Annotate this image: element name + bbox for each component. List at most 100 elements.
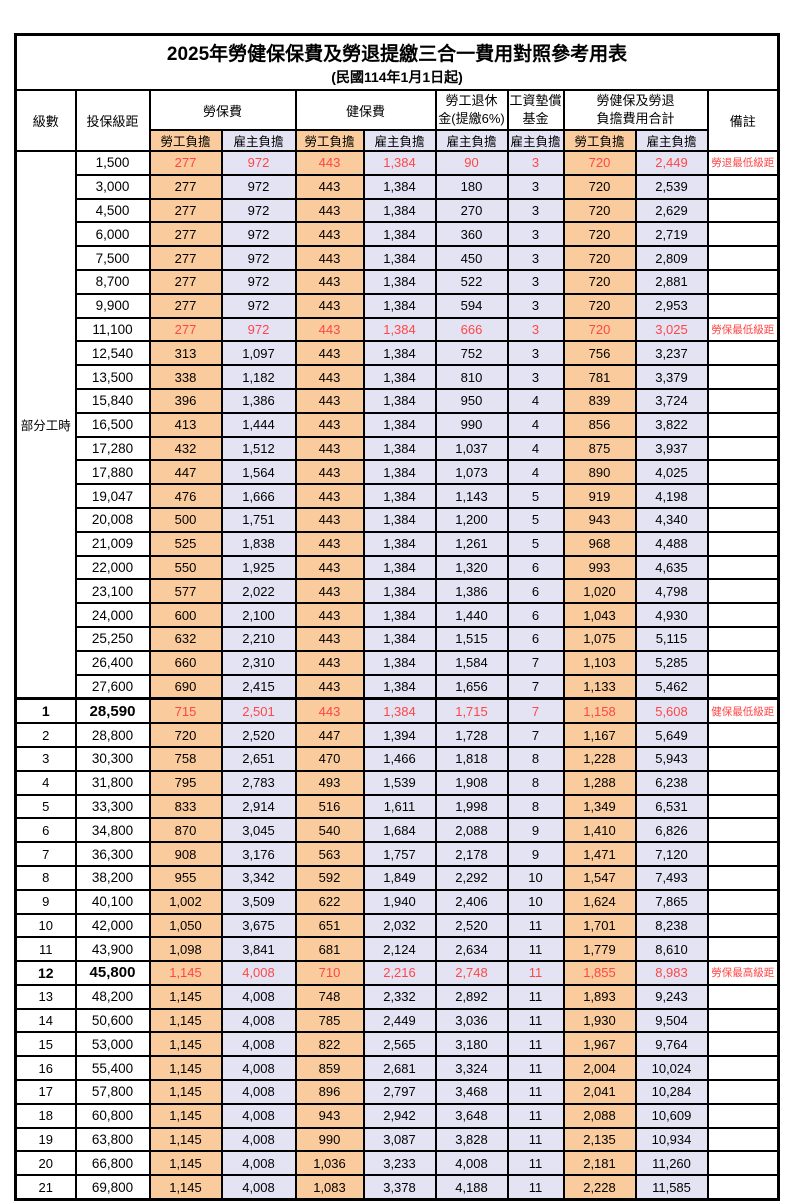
cell-total-employer: 2,953 (634, 292, 709, 319)
cell-labor-insurance-employer: 1,386 (220, 387, 297, 414)
cell-labor-insurance-employer: 4,008 (220, 960, 297, 986)
cell-note: 勞保最高級距 (706, 960, 780, 986)
cell-health-insurance-employee: 859 (294, 1055, 365, 1082)
cell-health-insurance-employer: 1,940 (362, 888, 437, 915)
cell-insured-salary: 27,600 (74, 673, 151, 700)
cell-insured-salary: 66,800 (74, 1150, 151, 1177)
table-row: 9 40,100 1,002 3,509 622 1,940 2,406 10 1,624 7,8… (14, 888, 780, 915)
cell-health-insurance-employee: 443 (294, 387, 365, 414)
cell-wage-arrears-fund-employer: 11 (506, 1126, 565, 1153)
cell-note (706, 841, 780, 867)
cell-health-insurance-employer: 1,384 (362, 197, 437, 224)
table-row: 23,100 577 2,022 443 1,384 1,386 6 1,020 4,798 (16, 578, 780, 605)
cell-total-employee: 875 (562, 435, 637, 462)
cell-labor-insurance-employer: 4,008 (220, 1126, 297, 1153)
cell-pension-employer: 1,320 (434, 554, 509, 581)
cell-level: 9 (14, 888, 77, 915)
cell-insured-salary: 17,880 (74, 459, 151, 486)
cell-pension-employer: 1,728 (434, 722, 509, 748)
cell-note (706, 1079, 780, 1105)
cell-pension-employer: 270 (434, 197, 509, 224)
table-row: 27,600 690 2,415 443 1,384 1,656 7 1,133 5,462 (16, 673, 780, 700)
cell-pension-employer: 1,440 (434, 602, 509, 628)
col-header-pension-line1: 勞工退休 (445, 93, 498, 108)
cell-health-insurance-employer: 3,378 (362, 1174, 437, 1201)
col-header-health-insurance: 健保費 (294, 89, 437, 131)
cell-insured-salary: 48,200 (74, 983, 151, 1010)
cell-total-employee: 1,349 (562, 793, 637, 820)
cell-total-employee: 1,167 (562, 722, 637, 748)
cell-total-employer: 5,943 (634, 745, 709, 772)
cell-health-insurance-employer: 1,384 (362, 340, 437, 367)
cell-note (706, 625, 780, 652)
cell-pension-employer: 360 (434, 221, 509, 248)
cell-insured-salary: 34,800 (74, 817, 151, 844)
cell-insured-salary: 38,200 (74, 864, 151, 891)
cell-health-insurance-employer: 1,384 (362, 602, 437, 628)
cell-total-employee: 720 (562, 292, 637, 319)
cell-total-employee: 2,004 (562, 1055, 637, 1082)
cell-labor-insurance-employee: 1,145 (148, 1102, 223, 1129)
cell-health-insurance-employer: 2,797 (362, 1079, 437, 1105)
cell-pension-employer: 3,180 (434, 1031, 509, 1058)
cell-note (706, 983, 780, 1010)
cell-note (706, 459, 780, 486)
table-row: 10 42,000 1,050 3,675 651 2,032 2,520 11 1,701 8,… (14, 912, 780, 939)
cell-level: 19 (14, 1126, 77, 1153)
col-header-level: 級數 (14, 89, 77, 152)
cell-pension-employer: 2,892 (434, 983, 509, 1010)
cell-insured-salary: 25,250 (74, 625, 151, 652)
cell-pension-employer: 2,748 (434, 960, 509, 986)
cell-total-employee: 1,075 (562, 625, 637, 652)
cell-labor-insurance-employee: 1,002 (148, 888, 223, 915)
cell-level: 17 (14, 1079, 77, 1105)
cell-wage-arrears-fund-employer: 3 (506, 292, 565, 319)
cell-level: 11 (14, 936, 77, 963)
cell-total-employee: 919 (562, 483, 637, 509)
cell-note (706, 554, 780, 581)
cell-pension-employer: 2,088 (434, 817, 509, 844)
cell-health-insurance-employee: 785 (294, 1007, 365, 1034)
cell-total-employer: 7,120 (634, 841, 709, 867)
cell-labor-insurance-employer: 1,925 (220, 554, 297, 581)
cell-wage-arrears-fund-employer: 7 (506, 673, 565, 700)
cell-note (706, 793, 780, 820)
cell-wage-arrears-fund-employer: 6 (506, 625, 565, 652)
cell-level: 14 (14, 1007, 77, 1034)
page-subtitle: (民國114年1月1日起) (331, 69, 463, 86)
cell-total-employer: 10,024 (634, 1055, 709, 1082)
cell-health-insurance-employee: 470 (294, 745, 365, 772)
cell-health-insurance-employee: 443 (294, 649, 365, 676)
cell-health-insurance-employer: 1,384 (362, 506, 437, 533)
cell-health-insurance-employee: 990 (294, 1126, 365, 1153)
cell-labor-insurance-employer: 972 (220, 221, 297, 248)
cell-insured-salary: 23,100 (74, 578, 151, 605)
cell-health-insurance-employee: 443 (294, 316, 365, 343)
cell-note (706, 173, 780, 200)
cell-total-employer: 9,243 (634, 983, 709, 1010)
cell-labor-insurance-employer: 1,512 (220, 435, 297, 462)
cell-insured-salary: 24,000 (74, 602, 151, 628)
cell-wage-arrears-fund-employer: 8 (506, 769, 565, 796)
cell-total-employer: 8,238 (634, 912, 709, 939)
cell-labor-insurance-employer: 2,100 (220, 602, 297, 628)
cell-pension-employer: 1,073 (434, 459, 509, 486)
cell-note (706, 864, 780, 891)
cell-wage-arrears-fund-employer: 4 (506, 387, 565, 414)
cell-health-insurance-employee: 443 (294, 150, 365, 176)
cell-pension-employer: 90 (434, 150, 509, 176)
cell-health-insurance-employee: 592 (294, 864, 365, 891)
cell-insured-salary: 30,300 (74, 745, 151, 772)
cell-insured-salary: 40,100 (74, 888, 151, 915)
cell-insured-salary: 43,900 (74, 936, 151, 963)
cell-total-employer: 9,764 (634, 1031, 709, 1058)
cell-wage-arrears-fund-employer: 11 (506, 1102, 565, 1129)
sub-header-total-employee: 勞工負擔 (562, 129, 637, 152)
cell-insured-salary: 13,500 (74, 364, 151, 390)
cell-insured-salary: 16,500 (74, 411, 151, 438)
cell-health-insurance-employer: 2,565 (362, 1031, 437, 1058)
cell-note (706, 673, 780, 700)
cell-labor-insurance-employee: 1,145 (148, 1174, 223, 1201)
cell-labor-insurance-employer: 3,675 (220, 912, 297, 939)
cell-note (706, 1007, 780, 1034)
